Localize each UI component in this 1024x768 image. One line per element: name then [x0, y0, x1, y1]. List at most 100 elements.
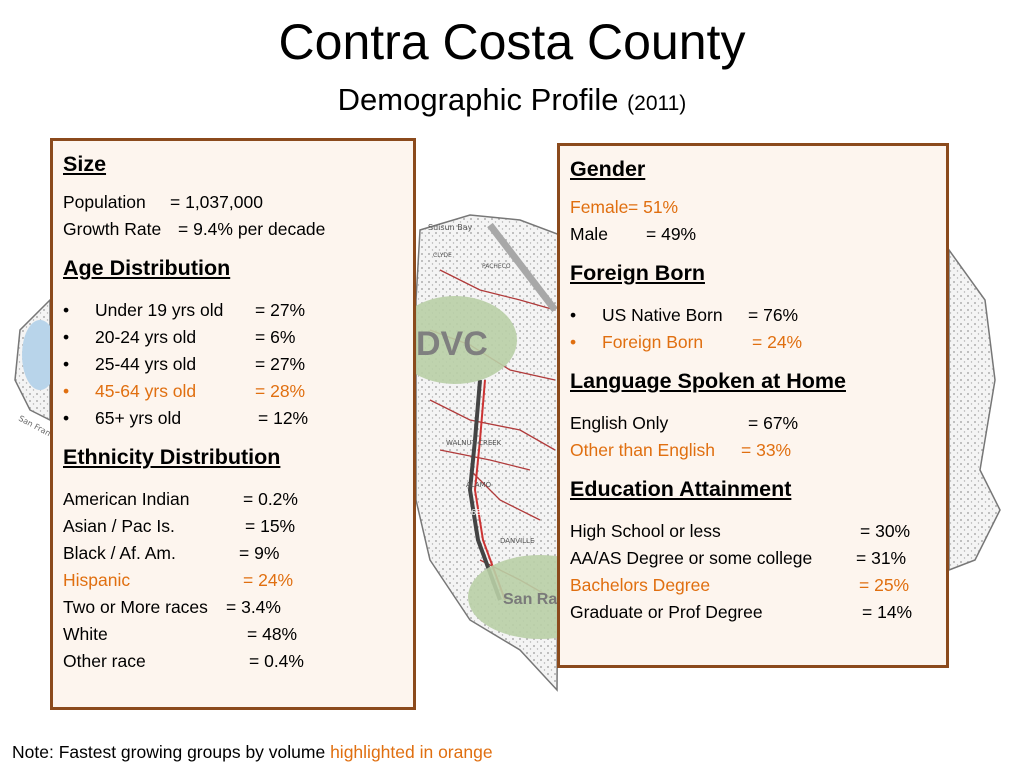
page-subtitle: Demographic Profile (2011)	[0, 80, 1024, 124]
language-label: English Only	[570, 413, 669, 433]
map-label-danville: DANVILLE	[500, 537, 534, 545]
ethnicity-row: White = 48%	[63, 621, 403, 648]
education-label: High School or less	[570, 521, 721, 541]
population-value: = 1,037,000	[170, 192, 263, 212]
gender-value: = 49%	[646, 224, 697, 244]
language-value: = 67%	[748, 413, 799, 433]
freeway-680	[467, 379, 502, 601]
education-label: Graduate or Prof Degree	[570, 602, 763, 622]
bullet-icon: •	[570, 332, 577, 352]
map-label-san-ramon: San Ra	[503, 591, 557, 608]
ethnicity-value: = 0.2%	[243, 489, 298, 509]
age-label: 20-24 yrs old	[95, 327, 197, 347]
ethnicity-value: = 48%	[247, 624, 298, 644]
population-label: Population	[63, 192, 146, 212]
ethnicity-label: Two or More races	[63, 597, 208, 617]
ethnicity-value: = 9%	[239, 543, 280, 563]
age-value: = 12%	[258, 408, 309, 428]
map-label-pacheco: PACHECO	[482, 263, 511, 270]
ethnicity-label: Other race	[63, 651, 146, 671]
gender-label: Female	[570, 197, 629, 217]
left-stats-panel: Size Population = 1,037,000 Growth Rate …	[50, 138, 416, 710]
dvc-marker	[393, 296, 517, 384]
ethnicity-row: Asian / Pac Is. = 15%	[63, 513, 403, 540]
population-row: Population = 1,037,000	[63, 189, 403, 216]
gender-value: = 51%	[628, 197, 679, 217]
ethnicity-label: American Indian	[63, 489, 190, 509]
growth-rate-row: Growth Rate = 9.4% per decade	[63, 216, 403, 243]
gender-row-highlighted: Female = 51%	[570, 194, 936, 221]
ethnicity-label: White	[63, 624, 108, 644]
age-label: Under 19 yrs old	[95, 300, 224, 320]
language-row-highlighted: Other than English = 33%	[570, 437, 936, 464]
age-label: 65+ yrs old	[95, 408, 182, 428]
ethnicity-label: Hispanic	[63, 570, 131, 590]
foreign-born-label: US Native Born	[602, 305, 723, 325]
ethnicity-row-highlighted: Hispanic = 24%	[63, 567, 403, 594]
freeway-680-red	[473, 379, 506, 601]
education-value: = 31%	[856, 548, 907, 568]
bullet-icon: •	[570, 305, 577, 325]
education-row: Graduate or Prof Degree = 14%	[570, 599, 936, 626]
ethnicity-value: = 0.4%	[249, 651, 304, 671]
bullet-icon: •	[63, 300, 70, 320]
footnote-highlight: highlighted in orange	[330, 742, 493, 762]
foreign-born-label: Foreign Born	[602, 332, 704, 352]
size-heading: Size	[63, 152, 107, 176]
footnote: Note: Fastest growing groups by volume h…	[12, 742, 493, 763]
growth-rate-value: = 9.4% per decade	[178, 219, 326, 239]
age-row-highlighted: • 45-64 yrs old = 28%	[63, 378, 403, 405]
ethnicity-label: Black / Af. Am.	[63, 543, 176, 563]
language-label: Other than English	[570, 440, 715, 460]
foreign-born-heading: Foreign Born	[570, 261, 705, 285]
ethnicity-label: Asian / Pac Is.	[63, 516, 175, 536]
map-label-suisun-bay: Suisun Bay	[428, 223, 473, 232]
gender-row: Male = 49%	[570, 221, 936, 248]
education-row: AA/AS Degree or some college = 31%	[570, 545, 936, 572]
right-stats-panel: Gender Female = 51% Male = 49% Foreign B…	[557, 143, 949, 668]
ethnicity-row: American Indian = 0.2%	[63, 486, 403, 513]
county-outline-right	[948, 247, 1001, 572]
education-label: Bachelors Degree	[570, 575, 711, 595]
age-value: = 27%	[255, 354, 306, 374]
education-value: = 25%	[859, 575, 910, 595]
ethnicity-row: Two or More races = 3.4%	[63, 594, 403, 621]
ethnicity-row: Other race = 0.4%	[63, 648, 403, 675]
foreign-born-value: = 76%	[748, 305, 799, 325]
age-row: • 65+ yrs old = 12%	[63, 405, 403, 432]
language-value: = 33%	[741, 440, 792, 460]
gender-heading: Gender	[570, 157, 646, 181]
map-label-clyde: CLYDE	[433, 252, 452, 259]
ethnicity-value: = 15%	[245, 516, 296, 536]
bullet-icon: •	[63, 381, 70, 401]
education-heading: Education Attainment	[570, 477, 792, 501]
foreign-born-row-highlighted: • Foreign Born = 24%	[570, 329, 936, 356]
page-title: Contra Costa County	[278, 14, 746, 70]
education-row-highlighted: Bachelors Degree = 25%	[570, 572, 936, 599]
gender-label: Male	[570, 224, 608, 244]
foreign-born-value: = 24%	[752, 332, 803, 352]
age-row: • Under 19 yrs old = 27%	[63, 297, 403, 324]
education-value: = 30%	[860, 521, 911, 541]
map-label-680: 680	[471, 508, 486, 517]
age-value: = 6%	[255, 327, 296, 347]
footnote-text: Note: Fastest growing groups by volume	[12, 742, 331, 762]
age-label: 25-44 yrs old	[95, 354, 197, 374]
subtitle-text: Demographic Profile	[337, 82, 619, 117]
map-label-alamo: ALAMO	[466, 481, 492, 489]
age-value: = 28%	[255, 381, 306, 401]
age-row: • 25-44 yrs old = 27%	[63, 351, 403, 378]
education-row: High School or less = 30%	[570, 518, 936, 545]
growth-rate-label: Growth Rate	[63, 219, 162, 239]
subtitle-year: (2011)	[627, 92, 687, 115]
bullet-icon: •	[63, 354, 70, 374]
west-bay-water	[22, 320, 58, 390]
bullet-icon: •	[63, 327, 70, 347]
foreign-born-row: • US Native Born = 76%	[570, 302, 936, 329]
bay-line	[487, 222, 558, 313]
ethnicity-value: = 24%	[243, 570, 294, 590]
ethnicity-heading: Ethnicity Distribution	[63, 445, 281, 469]
age-heading: Age Distribution	[63, 256, 231, 280]
ethnicity-row: Black / Af. Am. = 9%	[63, 540, 403, 567]
